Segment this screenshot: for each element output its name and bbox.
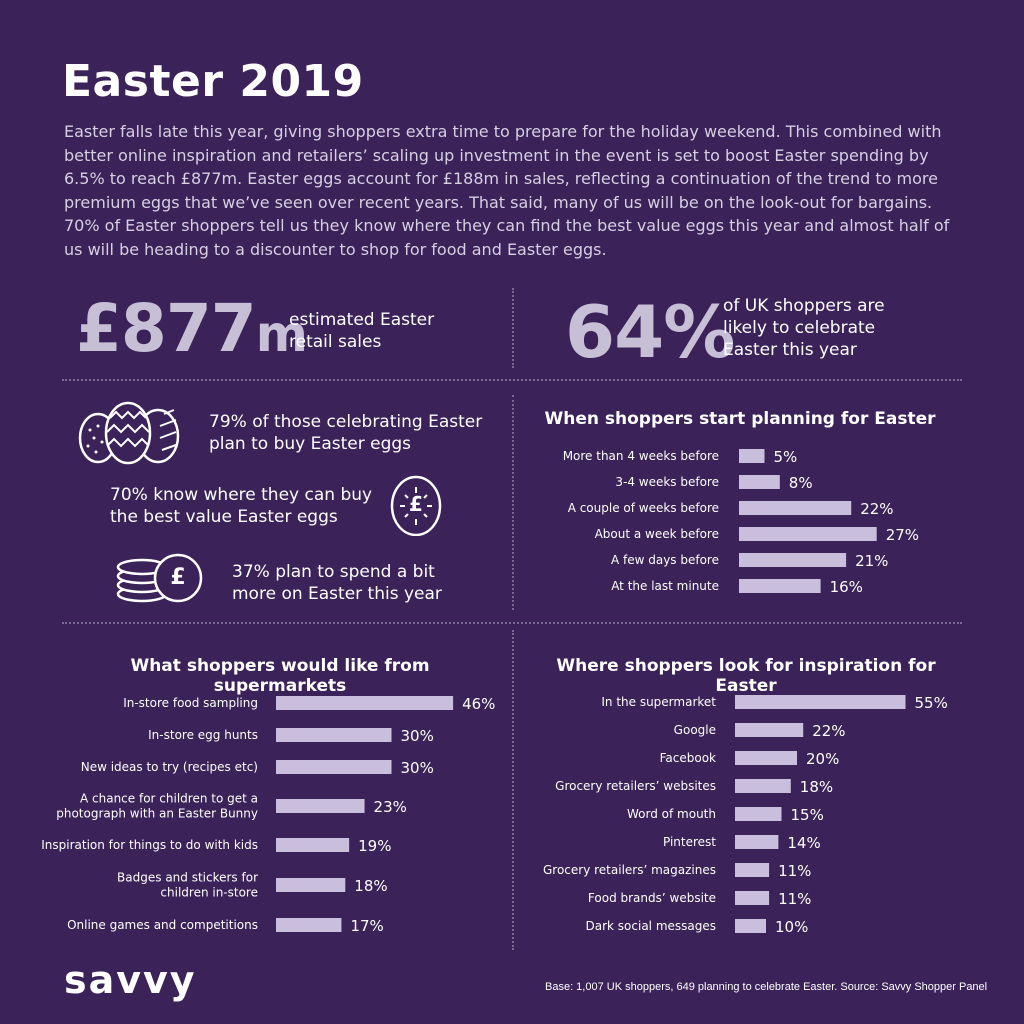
- egg-with-pound-icon: £: [388, 470, 444, 536]
- divider-horizontal-1: [62, 379, 962, 381]
- bar: [735, 723, 804, 737]
- sales-stat: £877m: [76, 296, 308, 363]
- bar: [276, 799, 365, 813]
- value-label: 11%: [778, 890, 811, 908]
- sales-label: estimated Easter retail sales: [289, 310, 435, 352]
- category-label: At the last minute: [611, 579, 719, 593]
- bar: [735, 891, 770, 905]
- bar: [739, 579, 821, 593]
- value-label: 17%: [350, 917, 383, 935]
- bar: [276, 878, 346, 892]
- category-label: Online games and competitions: [67, 918, 258, 932]
- category-label: Pinterest: [663, 835, 716, 849]
- pound-symbol: £: [409, 492, 423, 516]
- value-label: 30%: [401, 759, 434, 777]
- bar: [735, 863, 770, 877]
- category-label: Food brands’ website: [588, 891, 716, 905]
- category-label: About a week before: [595, 527, 719, 541]
- category-label: A couple of weeks before: [568, 501, 719, 515]
- bar: [739, 501, 852, 515]
- value-label: 27%: [886, 526, 919, 544]
- celebrate-value: 64%: [565, 290, 735, 374]
- value-label: 14%: [787, 834, 820, 852]
- value-label: 19%: [358, 837, 391, 855]
- coins-pound-icon: £: [114, 550, 206, 604]
- value-label: 11%: [778, 862, 811, 880]
- bar: [735, 779, 791, 793]
- value-label: 16%: [830, 578, 863, 596]
- divider-vertical-bottom: [512, 630, 514, 950]
- chart-inspiration: In the supermarket 55% Google 22% Facebook 20…: [543, 694, 948, 936]
- divider-vertical-middle: [512, 395, 514, 610]
- value-label: 30%: [401, 727, 434, 745]
- bar: [739, 527, 877, 541]
- bar: [735, 919, 766, 933]
- category-label: Badges and stickers for: [117, 871, 258, 885]
- intro-paragraph: Easter falls late this year, giving shop…: [64, 122, 950, 259]
- value-label: 20%: [806, 750, 839, 768]
- category-label: children in-store: [160, 886, 258, 900]
- bar: [735, 751, 797, 765]
- category-label: Google: [674, 723, 716, 737]
- footnote: Base: 1,007 UK shoppers, 649 planning to…: [545, 981, 988, 993]
- savvy-logo: savvy: [64, 958, 197, 1002]
- category-label: A few days before: [611, 553, 719, 567]
- value-label: 18%: [800, 778, 833, 796]
- chart-supermarkets: In-store food sampling 46% In-store egg hu…: [41, 695, 495, 935]
- value-label: 10%: [775, 918, 808, 936]
- value-label: 22%: [812, 722, 845, 740]
- celebrate-label: of UK shoppers are likely to celebrate E…: [723, 296, 885, 360]
- fact-spend-more: 37% plan to spend a bit more on Easter t…: [232, 562, 442, 604]
- value-label: 55%: [915, 694, 948, 712]
- category-label: Word of mouth: [627, 807, 716, 821]
- divider-vertical-top: [512, 288, 514, 368]
- bar: [739, 475, 780, 489]
- category-label: photograph with an Easter Bunny: [56, 807, 258, 821]
- category-label: A chance for children to get a: [80, 792, 258, 806]
- chart-inspiration-title: Where shoppers look for inspiration for …: [556, 656, 936, 696]
- category-label: In the supermarket: [601, 695, 716, 709]
- category-label: New ideas to try (recipes etc): [81, 760, 258, 774]
- category-label: Grocery retailers’ magazines: [543, 863, 716, 877]
- bar: [739, 553, 847, 567]
- value-label: 46%: [462, 695, 495, 713]
- category-label: 3-4 weeks before: [615, 475, 719, 489]
- bar: [276, 918, 342, 932]
- bar: [276, 696, 454, 710]
- category-label: Inspiration for things to do with kids: [41, 838, 258, 852]
- value-label: 18%: [354, 877, 387, 895]
- category-label: Facebook: [660, 751, 716, 765]
- chart-planning: More than 4 weeks before 5% 3-4 weeks befo…: [563, 448, 919, 596]
- bar: [276, 760, 392, 774]
- bar: [735, 695, 906, 709]
- sales-value: £877: [76, 290, 257, 367]
- bar: [739, 449, 765, 463]
- chart-planning-title: When shoppers start planning for Easter: [544, 409, 936, 429]
- category-label: In-store food sampling: [123, 696, 258, 710]
- fact-buy-eggs: 79% of those celebrating Easter plan to …: [209, 412, 483, 454]
- value-label: 8%: [789, 474, 813, 492]
- value-label: 5%: [774, 448, 798, 466]
- category-label: Dark social messages: [586, 919, 717, 933]
- value-label: 22%: [860, 500, 893, 518]
- category-label: In-store egg hunts: [148, 728, 258, 742]
- chart-supermarkets-title: What shoppers would like from supermarke…: [130, 656, 430, 696]
- bar: [276, 838, 350, 852]
- coin-pound-symbol: £: [170, 565, 186, 590]
- category-label: More than 4 weeks before: [563, 449, 719, 463]
- value-label: 23%: [374, 798, 407, 816]
- value-label: 21%: [855, 552, 888, 570]
- fact-best-value: 70% know where they can buy the best val…: [110, 485, 373, 527]
- divider-horizontal-2: [62, 622, 962, 624]
- bar: [276, 728, 392, 742]
- value-label: 15%: [791, 806, 824, 824]
- bar: [735, 807, 782, 821]
- three-easter-eggs-icon: [78, 401, 180, 465]
- category-label: Grocery retailers’ websites: [555, 779, 716, 793]
- sales-unit: m: [255, 305, 308, 363]
- page-title: Easter 2019: [62, 56, 364, 107]
- bar: [735, 835, 779, 849]
